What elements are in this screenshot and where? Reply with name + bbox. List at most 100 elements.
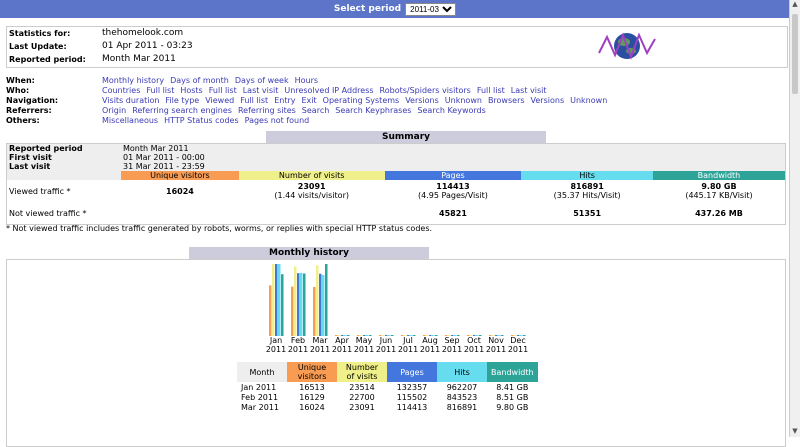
mt-row-uv: 16513	[299, 382, 325, 392]
header-number-of-visits: Number of visits	[238, 171, 385, 180]
chart-bar-number-of-visits	[382, 335, 385, 336]
chart-bar-bandwidth	[457, 335, 460, 336]
chart-month-label: Mar 2011	[309, 336, 331, 354]
nav-navigation-label: Navigation:	[6, 96, 59, 105]
reported-period-value: Month Mar 2011	[102, 54, 176, 64]
summary-period-value: Month Mar 2011	[123, 144, 189, 153]
viewed-visits: 23091	[297, 182, 326, 191]
link-countries[interactable]: Countries	[102, 86, 141, 95]
summary-last-visit-label: Last visit	[9, 162, 51, 171]
mt-header-bandwidth: Bandwidth	[487, 362, 538, 382]
mt-row-uv: 16129	[299, 392, 325, 402]
link-monthly-history[interactable]: Monthly history	[102, 76, 165, 85]
chart-bar-hits	[366, 335, 369, 336]
chart-bar-hits	[498, 335, 501, 336]
mt-row-nv: 23514	[349, 382, 375, 392]
notviewed-pages: 45821	[439, 208, 467, 218]
chart-bar-pages	[451, 335, 454, 336]
scroll-down-icon[interactable]: ▼	[792, 427, 798, 435]
link-http-status-codes[interactable]: HTTP Status codes	[164, 116, 239, 125]
mt-row-uv: 16024	[299, 402, 325, 412]
scroll-up-icon[interactable]: ▲	[792, 0, 798, 8]
link-browsers[interactable]: Browsers	[487, 96, 525, 105]
chart-bar-pages	[495, 335, 498, 336]
monthly-history-title: Monthly history	[189, 247, 429, 259]
chart-month-label: Feb 2011	[287, 336, 309, 354]
chart-bar-bandwidth	[369, 335, 372, 336]
chart-month-label: Jun 2011	[375, 336, 397, 354]
site-info-box: Statistics for: thehomelook.com Last Upd…	[6, 26, 788, 68]
chart-bar-pages	[319, 273, 322, 336]
mt-header-hits: Hits	[437, 362, 487, 382]
last-update-label: Last Update:	[9, 42, 67, 51]
viewed-bandwidth: 9.80 GB	[701, 182, 737, 191]
link-visits-duration[interactable]: Visits duration	[102, 96, 160, 105]
link-robots[interactable]: Robots/Spiders visitors	[379, 86, 471, 95]
link-origin[interactable]: Origin	[102, 106, 127, 115]
chart-bar-unique-visitors	[401, 335, 404, 336]
link-hosts-full-list[interactable]: Full list	[208, 86, 237, 95]
link-hours[interactable]: Hours	[294, 76, 319, 85]
link-exit[interactable]: Exit	[301, 96, 317, 105]
link-viewed[interactable]: Viewed	[205, 96, 235, 105]
mt-row-hits: 816891	[446, 402, 478, 412]
chart-bar-number-of-visits	[294, 266, 297, 336]
summary-period-label: Reported period	[9, 144, 83, 153]
period-select[interactable]: 2011-03	[405, 2, 457, 16]
chart-bar-pages	[341, 335, 344, 336]
mt-row-hits: 962207	[446, 382, 478, 392]
select-period-label: Select period	[333, 4, 402, 14]
link-entry[interactable]: Entry	[274, 96, 296, 105]
link-search-keywords[interactable]: Search Keywords	[417, 106, 486, 115]
link-countries-full-list[interactable]: Full list	[146, 86, 175, 95]
chart-bar-number-of-visits	[360, 335, 363, 336]
mt-row-nv: 22700	[349, 392, 375, 402]
chart-bar-bandwidth	[303, 273, 306, 336]
viewed-hits-sub: (35.37 Hits/Visit)	[553, 191, 621, 200]
chart-month-label: Jul 2011	[397, 336, 419, 354]
chart-bar-unique-visitors	[335, 335, 338, 336]
chart-bar-number-of-visits	[514, 335, 517, 336]
chart-month-label: May 2011	[353, 336, 375, 354]
last-update-value: 01 Apr 2011 - 03:23	[102, 41, 193, 51]
link-miscellaneous[interactable]: Miscellaneous	[102, 116, 159, 125]
link-hosts[interactable]: Hosts	[180, 86, 203, 95]
chart-bar-unique-visitors	[423, 335, 426, 336]
chart-bar-bandwidth	[501, 335, 504, 336]
chart-bar-bandwidth	[391, 335, 394, 336]
link-unresolved-ip[interactable]: Unresolved IP Address	[284, 86, 374, 95]
link-search-keyphrases[interactable]: Search Keyphrases	[335, 106, 412, 115]
chart-month-label: Dec 2011	[507, 336, 529, 354]
chart-bar-unique-visitors	[489, 335, 492, 336]
link-pages-not-found[interactable]: Pages not found	[244, 116, 310, 125]
chart-bar-pages	[407, 335, 410, 336]
link-browser-unknown[interactable]: Unknown	[570, 96, 608, 105]
chart-bar-pages	[517, 335, 520, 336]
link-browser-versions[interactable]: Versions	[530, 96, 565, 105]
link-referring-search-engines[interactable]: Referring search engines	[132, 106, 232, 115]
mt-row-month: Feb 2011	[241, 392, 279, 402]
chart-bar-hits	[476, 335, 479, 336]
chart-month-label: Sep 2011	[441, 336, 463, 354]
link-file-type[interactable]: File type	[165, 96, 200, 105]
link-operating-systems[interactable]: Operating Systems	[322, 96, 400, 105]
link-referring-sites[interactable]: Referring sites	[237, 106, 296, 115]
notviewed-traffic-label: Not viewed traffic *	[9, 208, 87, 218]
chart-bar-bandwidth	[523, 335, 526, 336]
link-robots-last-visit[interactable]: Last visit	[510, 86, 547, 95]
link-search[interactable]: Search	[301, 106, 330, 115]
link-days-of-week[interactable]: Days of week	[234, 76, 289, 85]
link-robots-full-list[interactable]: Full list	[476, 86, 505, 95]
scroll-thumb[interactable]	[792, 14, 798, 94]
mt-header-month: Month	[237, 362, 287, 382]
link-hosts-last-visit[interactable]: Last visit	[242, 86, 279, 95]
vertical-scrollbar[interactable]: ▲ ▼	[789, 0, 800, 437]
chart-bar-hits	[388, 335, 391, 336]
link-os-versions[interactable]: Versions	[405, 96, 439, 105]
link-days-of-month[interactable]: Days of month	[170, 76, 229, 85]
link-os-unknown[interactable]: Unknown	[444, 96, 482, 105]
link-viewed-full-list[interactable]: Full list	[240, 96, 269, 105]
nav-others-label: Others:	[6, 116, 40, 125]
chart-bar-pages	[363, 335, 366, 336]
stats-for-label: Statistics for:	[9, 29, 71, 38]
